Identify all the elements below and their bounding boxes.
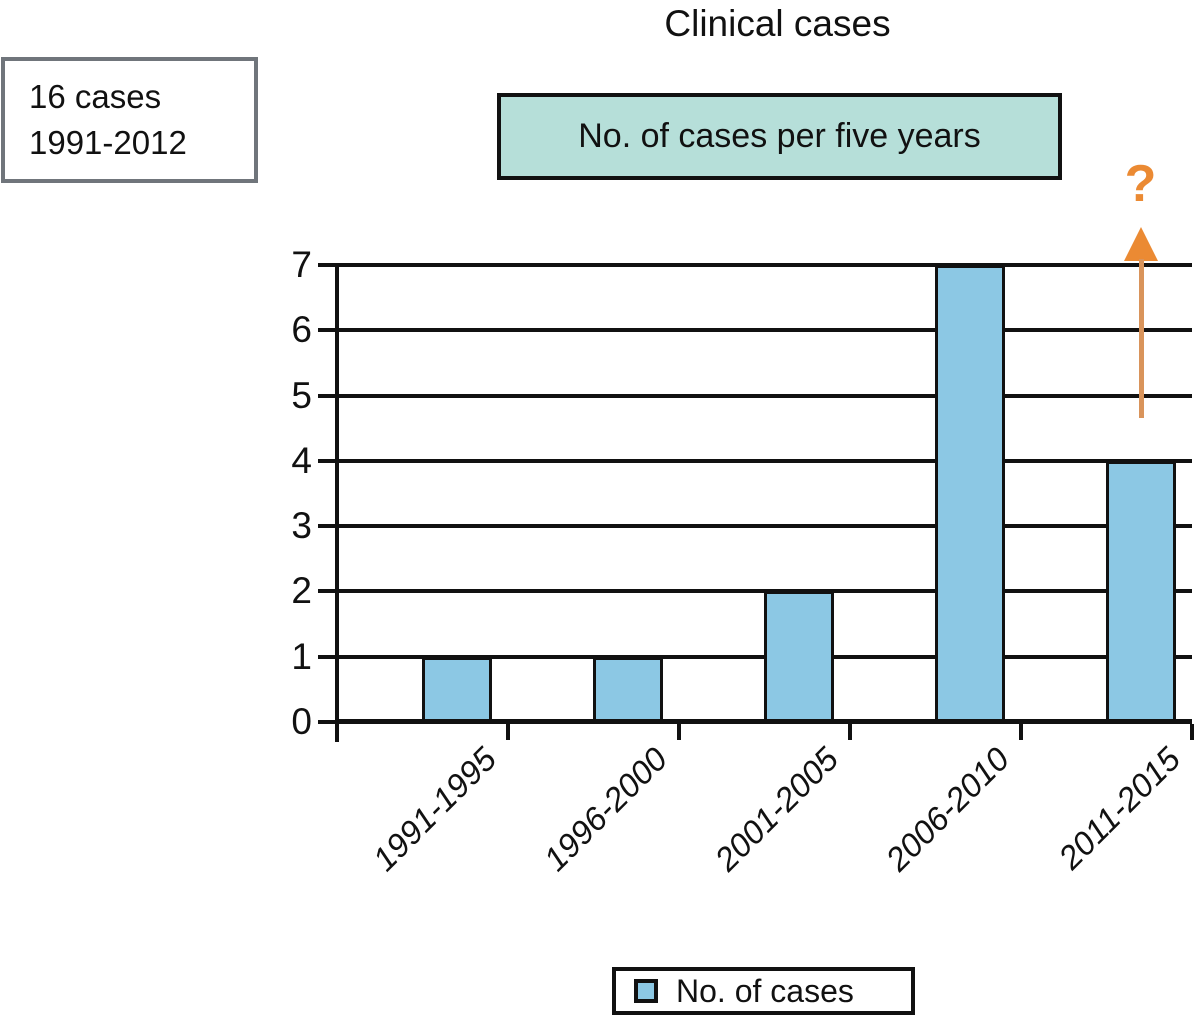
bar-1991-1995 [421, 656, 492, 722]
y-axis-tick-4 [318, 458, 337, 463]
x-axis-tick-2 [677, 724, 681, 740]
y-axis-tick-label-7: 7 [291, 244, 312, 285]
x-axis-tick-1 [506, 724, 510, 740]
gridline-3 [337, 524, 1192, 529]
chart-subtitle-label: No. of cases per five years [578, 117, 981, 155]
total-cases-info-box: 16 cases 1991-2012 [1, 57, 258, 183]
x-axis-category-label: 2001-2005 [706, 740, 845, 878]
y-axis-tick-3 [318, 524, 337, 529]
chart-subtitle-box: No. of cases per five years [497, 93, 1062, 180]
y-axis-tick-1 [318, 654, 337, 659]
bar-2011-2015 [1105, 460, 1176, 722]
bar-2006-2010 [934, 265, 1005, 722]
y-axis-line [335, 263, 339, 742]
y-axis-tick-label-1: 1 [291, 635, 312, 677]
gridline-4 [337, 458, 1192, 463]
y-axis-tick-2 [318, 589, 337, 594]
y-axis-tick-label-3: 3 [291, 505, 312, 547]
x-axis-tick-4 [1019, 724, 1023, 740]
legend-series-label: No. of cases [676, 973, 854, 1009]
bar-2001-2005 [763, 591, 834, 722]
x-axis-tick-0 [335, 724, 339, 740]
y-axis-tick-5 [318, 393, 337, 398]
legend-swatch-icon [634, 979, 658, 1003]
annotation-question-mark: ? [1124, 155, 1157, 213]
annotation-arrow-line [1138, 259, 1144, 418]
total-cases-range: 1991-2012 [29, 124, 187, 161]
total-cases-count: 16 cases [29, 78, 162, 115]
bar-1996-2000 [592, 656, 663, 722]
gridline-5 [337, 393, 1192, 398]
chart-legend: No. of cases [612, 967, 915, 1015]
y-axis-tick-7 [318, 263, 337, 267]
x-axis-tick-3 [848, 724, 852, 740]
y-axis-tick-0 [318, 720, 337, 724]
annotation-arrow-head-icon [1123, 227, 1158, 261]
y-axis-tick-label-6: 6 [291, 309, 312, 351]
x-axis-category-label: 2006-2010 [877, 740, 1016, 878]
x-axis-tick-5 [1190, 724, 1194, 740]
chart-title: Clinical cases [664, 3, 891, 44]
y-axis-tick-label-5: 5 [291, 374, 312, 416]
x-axis-category-label: 1991-1995 [364, 740, 503, 878]
y-axis-tick-label-0: 0 [291, 701, 312, 742]
gridline-7 [337, 263, 1192, 267]
x-axis-category-label: 1996-2000 [535, 740, 674, 878]
x-axis-category-label: 2011-2015 [1050, 740, 1187, 877]
y-axis-tick-6 [318, 328, 337, 333]
y-axis-tick-label-2: 2 [291, 570, 312, 612]
y-axis-tick-label-4: 4 [291, 439, 312, 481]
gridline-6 [337, 328, 1192, 333]
